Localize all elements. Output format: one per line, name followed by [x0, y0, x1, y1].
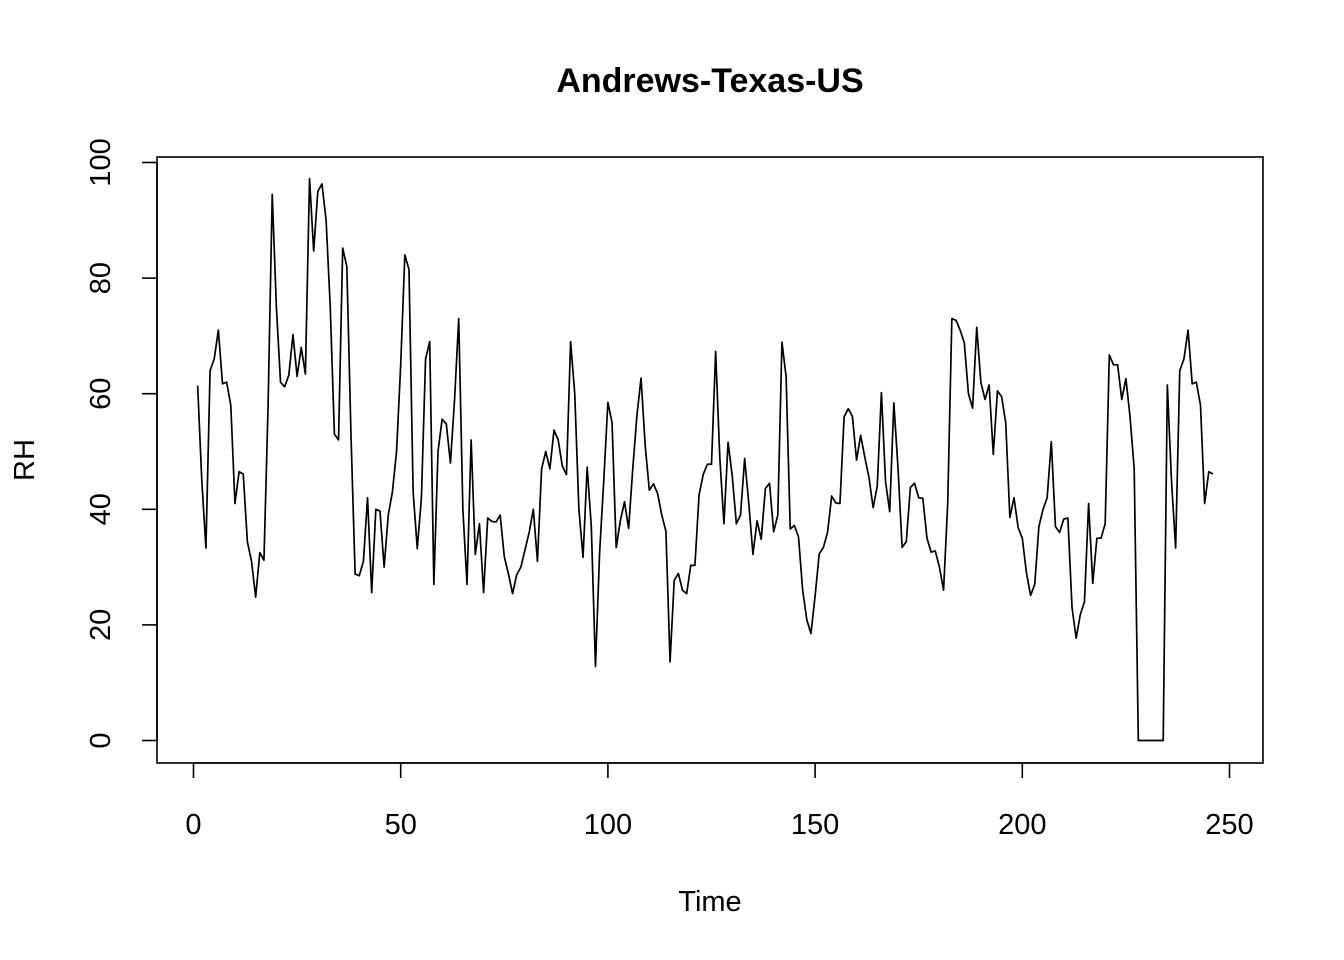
y-tick-label: 40 — [85, 493, 117, 525]
x-tick-label: 200 — [998, 809, 1046, 841]
y-tick-label: 80 — [85, 262, 117, 294]
x-tick-label: 150 — [791, 809, 839, 841]
x-tick-label: 250 — [1205, 809, 1253, 841]
y-axis: 0 20 40 60 80 100 — [85, 138, 157, 748]
y-tick-label: 0 — [85, 732, 117, 748]
x-tick-label: 0 — [185, 809, 201, 841]
y-tick-label: 100 — [85, 138, 117, 186]
x-tick-label: 100 — [584, 809, 632, 841]
y-tick-label: 20 — [85, 609, 117, 641]
x-tick-label: 50 — [385, 809, 417, 841]
chart-title: Andrews-Texas-US — [556, 62, 863, 100]
x-axis-label: Time — [678, 886, 741, 918]
y-tick-label: 60 — [85, 378, 117, 410]
x-axis: 0 50 100 150 200 250 — [185, 763, 1253, 841]
y-axis-label: RH — [9, 439, 41, 481]
series-line-rh — [198, 179, 1213, 741]
plot-box — [157, 157, 1263, 763]
